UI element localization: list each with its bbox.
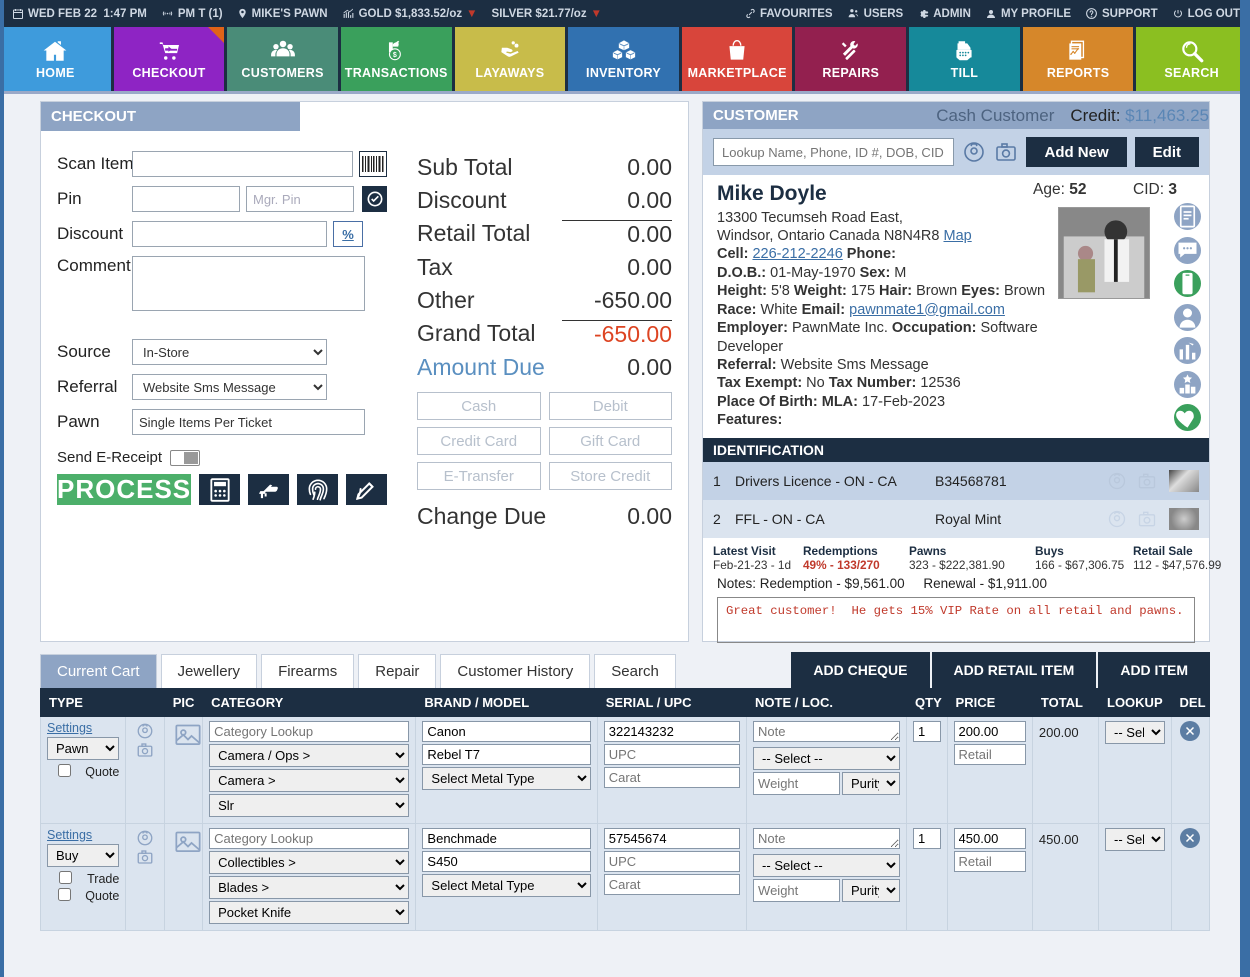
svg-text:$: $ bbox=[393, 52, 397, 59]
